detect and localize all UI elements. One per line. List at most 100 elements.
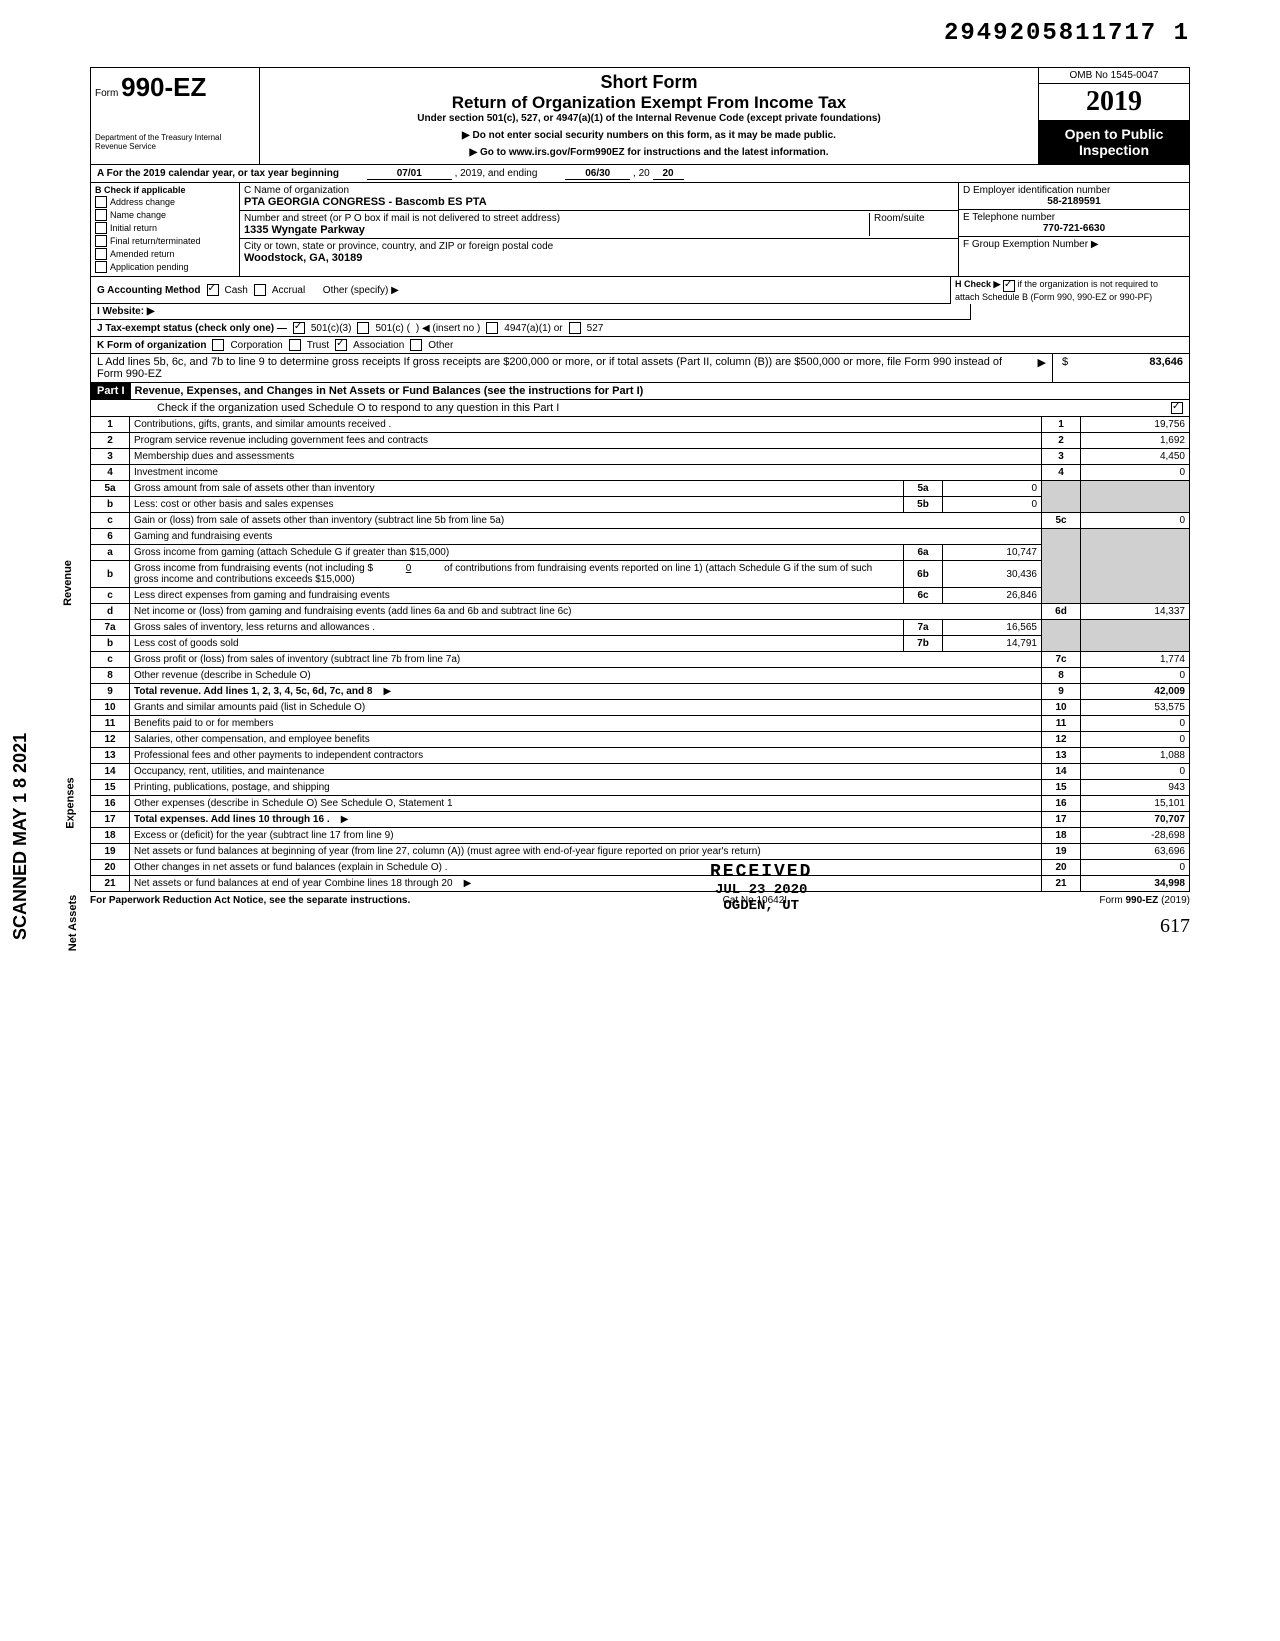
- chk-corp[interactable]: [212, 339, 224, 351]
- j-label: J Tax-exempt status (check only one) —: [97, 323, 287, 334]
- j-a1: 4947(a)(1) or: [504, 323, 562, 334]
- l3-box: 3: [1042, 449, 1081, 465]
- l18-box: 18: [1042, 828, 1081, 844]
- side-revenue: Revenue: [62, 560, 74, 606]
- l21-box: 21: [1042, 876, 1081, 892]
- org-street: 1335 Wyngate Parkway: [244, 224, 869, 236]
- l-dollar: $: [1052, 354, 1077, 382]
- row-a-label: A For the 2019 calendar year, or tax yea…: [97, 168, 339, 179]
- k-other: Other: [428, 340, 453, 351]
- l11-val: 0: [1081, 716, 1190, 732]
- l-value: 83,646: [1077, 354, 1189, 382]
- l5c-box: 5c: [1042, 513, 1081, 529]
- form-title: Return of Organization Exempt From Incom…: [264, 93, 1034, 113]
- l3-num: 3: [91, 449, 130, 465]
- chk-initial-return[interactable]: [95, 222, 107, 234]
- l3-val: 4,450: [1081, 449, 1190, 465]
- l7b-ibox: 7b: [904, 636, 943, 652]
- chk-accrual[interactable]: [254, 284, 266, 296]
- chk-assoc[interactable]: [335, 339, 347, 351]
- l8-num: 8: [91, 668, 130, 684]
- footer-left: For Paperwork Reduction Act Notice, see …: [90, 895, 410, 906]
- g-other: Other (specify) ▶: [323, 285, 399, 296]
- l17-val: 70,707: [1081, 812, 1190, 828]
- l20-label: Other changes in net assets or fund bala…: [130, 860, 1042, 876]
- telephone: 770-721-6630: [963, 223, 1185, 234]
- b-header: B Check if applicable: [95, 185, 235, 195]
- chk-501c3[interactable]: [293, 322, 305, 334]
- ein: 58-2189591: [963, 196, 1185, 207]
- l8-label: Other revenue (describe in Schedule O): [130, 668, 1042, 684]
- l6d-label: Net income or (loss) from gaming and fun…: [130, 604, 1042, 620]
- l7b-num: b: [91, 636, 130, 652]
- org-city: Woodstock, GA, 30189: [244, 252, 954, 264]
- chk-name-change[interactable]: [95, 209, 107, 221]
- l21-label: Net assets or fund balances at end of ye…: [134, 878, 453, 889]
- dept-label: Department of the Treasury Internal Reve…: [95, 133, 255, 151]
- form-number: 990-EZ: [121, 72, 206, 102]
- l6a-label: Gross income from gaming (attach Schedul…: [130, 545, 904, 561]
- chk-address-change[interactable]: [95, 196, 107, 208]
- l6c-ibox: 6c: [904, 588, 943, 604]
- chk-h[interactable]: [1003, 280, 1015, 292]
- l19-box: 19: [1042, 844, 1081, 860]
- chk-application-pending[interactable]: [95, 261, 107, 273]
- footer: For Paperwork Reduction Act Notice, see …: [90, 892, 1190, 909]
- chk-other[interactable]: [410, 339, 422, 351]
- c-street-label: Number and street (or P O box if mail is…: [244, 213, 869, 224]
- c-name-label: C Name of organization: [244, 185, 954, 196]
- l5c-num: c: [91, 513, 130, 529]
- l5a-label: Gross amount from sale of assets other t…: [130, 481, 904, 497]
- l7b-ival: 14,791: [943, 636, 1042, 652]
- chk-final-return[interactable]: [95, 235, 107, 247]
- l9-box: 9: [1042, 684, 1081, 700]
- l15-val: 943: [1081, 780, 1190, 796]
- begin-date: 07/01: [367, 168, 452, 180]
- l6b-label: Gross income from fundraising events (no…: [134, 563, 373, 574]
- l10-val: 53,575: [1081, 700, 1190, 716]
- chk-part1-schedule-o[interactable]: [1171, 402, 1183, 414]
- short-form-label: Short Form: [264, 72, 1034, 93]
- k-corp: Corporation: [230, 340, 282, 351]
- l6-num: 6: [91, 529, 130, 545]
- chk-501c[interactable]: [357, 322, 369, 334]
- l12-num: 12: [91, 732, 130, 748]
- chk-amended-return[interactable]: [95, 248, 107, 260]
- l16-box: 16: [1042, 796, 1081, 812]
- end-year-label: , 20: [633, 168, 650, 179]
- k-label: K Form of organization: [97, 340, 206, 351]
- j-c3: 501(c)(3): [311, 323, 352, 334]
- l1-num: 1: [91, 417, 130, 433]
- d-label: D Employer identification number: [963, 185, 1185, 196]
- f-label: F Group Exemption Number ▶: [963, 239, 1185, 250]
- document-number: 2949205811717 1: [90, 20, 1190, 47]
- l15-label: Printing, publications, postage, and shi…: [130, 780, 1042, 796]
- l15-box: 15: [1042, 780, 1081, 796]
- l6a-ival: 10,747: [943, 545, 1042, 561]
- l1-val: 19,756: [1081, 417, 1190, 433]
- l17-box: 17: [1042, 812, 1081, 828]
- chk-4947[interactable]: [486, 322, 498, 334]
- chk-cash[interactable]: [207, 284, 219, 296]
- l16-label: Other expenses (describe in Schedule O) …: [130, 796, 1042, 812]
- l9-label: Total revenue. Add lines 1, 2, 3, 4, 5c,…: [134, 686, 372, 697]
- chk-trust[interactable]: [289, 339, 301, 351]
- l2-num: 2: [91, 433, 130, 449]
- part1-title: Revenue, Expenses, and Changes in Net As…: [131, 383, 1189, 399]
- l15-num: 15: [91, 780, 130, 796]
- l14-num: 14: [91, 764, 130, 780]
- l2-label: Program service revenue including govern…: [130, 433, 1042, 449]
- g-accrual: Accrual: [272, 285, 305, 296]
- section-bcdef: B Check if applicable Address change Nam…: [90, 183, 1190, 277]
- l6-label: Gaming and fundraising events: [130, 529, 1042, 545]
- instr-1: ▶ Do not enter social security numbers o…: [264, 130, 1034, 141]
- l10-box: 10: [1042, 700, 1081, 716]
- l5b-label: Less: cost or other basis and sales expe…: [130, 497, 904, 513]
- b-item-0: Address change: [110, 197, 175, 207]
- l16-num: 16: [91, 796, 130, 812]
- chk-527[interactable]: [569, 322, 581, 334]
- row-a-mid: , 2019, and ending: [455, 168, 538, 179]
- l7c-num: c: [91, 652, 130, 668]
- l7c-label: Gross profit or (loss) from sales of inv…: [130, 652, 1042, 668]
- l7a-ival: 16,565: [943, 620, 1042, 636]
